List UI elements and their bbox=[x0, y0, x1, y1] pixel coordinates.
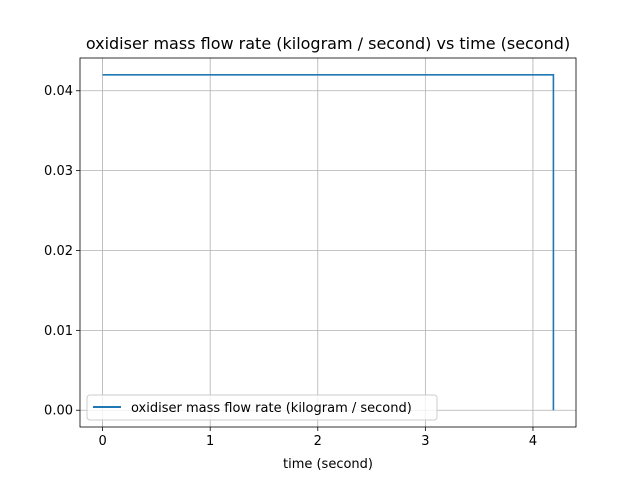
y-tick-label: 0.01 bbox=[44, 324, 73, 339]
y-axis-ticks: 0.00 0.01 0.02 0.03 0.04 bbox=[44, 84, 80, 419]
y-tick-label: 0.03 bbox=[44, 164, 73, 179]
legend-box bbox=[86, 394, 438, 421]
x-axis-label: time (second) bbox=[283, 457, 373, 472]
y-tick-label: 0.02 bbox=[44, 244, 73, 259]
plot-series bbox=[102, 73, 555, 411]
x-tick-label: 1 bbox=[206, 434, 214, 449]
y-tick-label: 0.04 bbox=[44, 84, 73, 99]
x-axis-ticks: 0 1 2 3 4 bbox=[98, 427, 537, 449]
x-tick-label: 3 bbox=[421, 434, 429, 449]
chart-title: oxidiser mass flow rate (kilogram / seco… bbox=[86, 34, 570, 53]
series-line bbox=[102, 73, 555, 411]
y-tick-label: 0.00 bbox=[44, 404, 73, 419]
axes-frame bbox=[79, 57, 577, 428]
x-tick-label: 4 bbox=[529, 434, 537, 449]
legend: oxidiser mass flow rate (kilogram / seco… bbox=[86, 394, 438, 421]
legend-label: oxidiser mass flow rate (kilogram / seco… bbox=[131, 401, 412, 416]
x-tick-label: 2 bbox=[314, 434, 322, 449]
x-tick-label: 0 bbox=[98, 434, 106, 449]
